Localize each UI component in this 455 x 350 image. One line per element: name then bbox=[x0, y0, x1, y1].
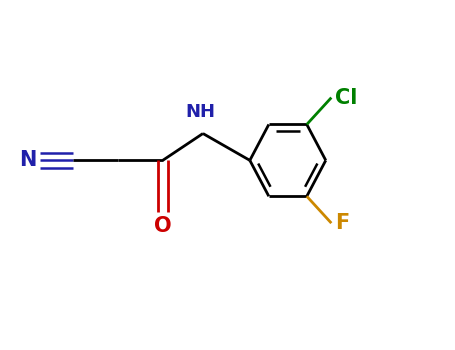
Text: Cl: Cl bbox=[335, 88, 357, 107]
Text: F: F bbox=[335, 213, 349, 233]
Text: NH: NH bbox=[186, 103, 216, 121]
Text: O: O bbox=[154, 216, 172, 236]
Text: N: N bbox=[19, 150, 36, 170]
